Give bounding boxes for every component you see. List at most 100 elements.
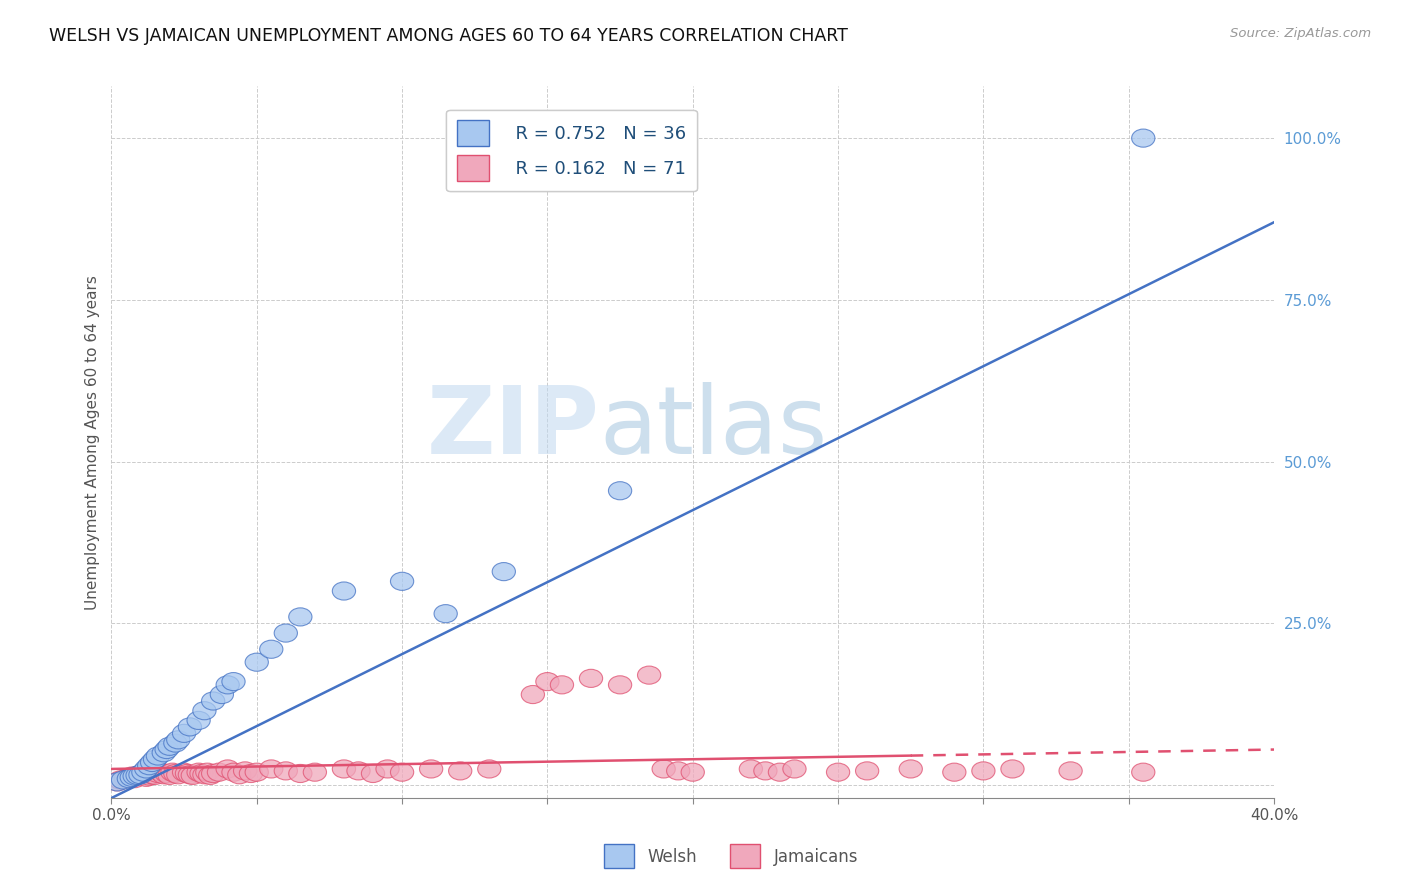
Legend:   R = 0.752   N = 36,   R = 0.162   N = 71: R = 0.752 N = 36, R = 0.162 N = 71 bbox=[446, 110, 697, 192]
Ellipse shape bbox=[127, 766, 149, 784]
Ellipse shape bbox=[609, 676, 631, 694]
Ellipse shape bbox=[783, 760, 806, 778]
Ellipse shape bbox=[754, 762, 778, 780]
Ellipse shape bbox=[233, 762, 257, 780]
Ellipse shape bbox=[152, 744, 176, 762]
Ellipse shape bbox=[108, 771, 132, 789]
Ellipse shape bbox=[163, 734, 187, 752]
Ellipse shape bbox=[260, 640, 283, 658]
Ellipse shape bbox=[105, 772, 129, 791]
Ellipse shape bbox=[117, 770, 141, 788]
Ellipse shape bbox=[579, 669, 603, 688]
Ellipse shape bbox=[898, 760, 922, 778]
Ellipse shape bbox=[124, 767, 146, 785]
Ellipse shape bbox=[193, 702, 217, 720]
Ellipse shape bbox=[245, 764, 269, 781]
Ellipse shape bbox=[120, 767, 143, 785]
Ellipse shape bbox=[167, 731, 190, 749]
Ellipse shape bbox=[972, 762, 995, 780]
Ellipse shape bbox=[135, 768, 157, 787]
Ellipse shape bbox=[163, 764, 187, 782]
Ellipse shape bbox=[222, 673, 245, 690]
Ellipse shape bbox=[228, 765, 250, 784]
Ellipse shape bbox=[155, 740, 179, 758]
Ellipse shape bbox=[181, 766, 204, 784]
Ellipse shape bbox=[187, 764, 211, 781]
Ellipse shape bbox=[274, 624, 298, 642]
Ellipse shape bbox=[942, 764, 966, 781]
Ellipse shape bbox=[522, 685, 544, 704]
Ellipse shape bbox=[768, 764, 792, 781]
Ellipse shape bbox=[111, 771, 135, 789]
Ellipse shape bbox=[201, 764, 225, 782]
Ellipse shape bbox=[391, 573, 413, 591]
Ellipse shape bbox=[288, 607, 312, 626]
Ellipse shape bbox=[217, 676, 239, 694]
Y-axis label: Unemployment Among Ages 60 to 64 years: Unemployment Among Ages 60 to 64 years bbox=[86, 275, 100, 609]
Ellipse shape bbox=[375, 760, 399, 778]
Ellipse shape bbox=[143, 766, 167, 784]
Ellipse shape bbox=[449, 762, 472, 780]
Ellipse shape bbox=[132, 764, 155, 782]
Text: ZIP: ZIP bbox=[427, 382, 600, 474]
Ellipse shape bbox=[190, 764, 214, 782]
Text: WELSH VS JAMAICAN UNEMPLOYMENT AMONG AGES 60 TO 64 YEARS CORRELATION CHART: WELSH VS JAMAICAN UNEMPLOYMENT AMONG AGE… bbox=[49, 27, 848, 45]
Ellipse shape bbox=[1132, 764, 1154, 781]
Ellipse shape bbox=[167, 765, 190, 784]
Ellipse shape bbox=[127, 766, 149, 784]
Ellipse shape bbox=[207, 764, 231, 781]
Ellipse shape bbox=[155, 764, 179, 782]
Ellipse shape bbox=[129, 765, 152, 784]
Ellipse shape bbox=[173, 764, 195, 781]
Ellipse shape bbox=[827, 764, 849, 781]
Ellipse shape bbox=[117, 768, 141, 787]
Ellipse shape bbox=[288, 764, 312, 782]
Ellipse shape bbox=[245, 653, 269, 672]
Ellipse shape bbox=[152, 765, 176, 784]
Ellipse shape bbox=[135, 760, 157, 778]
Ellipse shape bbox=[222, 764, 245, 781]
Ellipse shape bbox=[105, 772, 129, 791]
Ellipse shape bbox=[157, 738, 181, 756]
Ellipse shape bbox=[143, 750, 167, 768]
Ellipse shape bbox=[114, 770, 138, 788]
Ellipse shape bbox=[434, 605, 457, 623]
Ellipse shape bbox=[157, 766, 181, 784]
Ellipse shape bbox=[1132, 129, 1154, 147]
Ellipse shape bbox=[1001, 760, 1024, 778]
Ellipse shape bbox=[146, 747, 170, 765]
Ellipse shape bbox=[681, 764, 704, 781]
Ellipse shape bbox=[179, 765, 201, 784]
Ellipse shape bbox=[141, 765, 163, 784]
Ellipse shape bbox=[176, 764, 198, 782]
Legend: Welsh, Jamaicans: Welsh, Jamaicans bbox=[598, 838, 865, 875]
Ellipse shape bbox=[260, 760, 283, 778]
Ellipse shape bbox=[304, 764, 326, 781]
Ellipse shape bbox=[129, 765, 152, 784]
Ellipse shape bbox=[550, 676, 574, 694]
Ellipse shape bbox=[173, 724, 195, 742]
Ellipse shape bbox=[195, 764, 219, 781]
Ellipse shape bbox=[274, 762, 298, 780]
Text: Source: ZipAtlas.com: Source: ZipAtlas.com bbox=[1230, 27, 1371, 40]
Ellipse shape bbox=[149, 764, 173, 781]
Ellipse shape bbox=[132, 764, 155, 781]
Ellipse shape bbox=[187, 711, 211, 730]
Ellipse shape bbox=[120, 768, 143, 787]
Ellipse shape bbox=[419, 760, 443, 778]
Ellipse shape bbox=[478, 760, 501, 778]
Ellipse shape bbox=[492, 563, 516, 581]
Ellipse shape bbox=[855, 762, 879, 780]
Ellipse shape bbox=[217, 760, 239, 778]
Ellipse shape bbox=[138, 756, 160, 775]
Ellipse shape bbox=[179, 718, 201, 736]
Ellipse shape bbox=[347, 762, 370, 780]
Ellipse shape bbox=[141, 754, 163, 772]
Ellipse shape bbox=[666, 762, 690, 780]
Ellipse shape bbox=[740, 760, 762, 778]
Ellipse shape bbox=[332, 760, 356, 778]
Text: atlas: atlas bbox=[600, 382, 828, 474]
Ellipse shape bbox=[609, 482, 631, 500]
Ellipse shape bbox=[211, 685, 233, 704]
Ellipse shape bbox=[1059, 762, 1083, 780]
